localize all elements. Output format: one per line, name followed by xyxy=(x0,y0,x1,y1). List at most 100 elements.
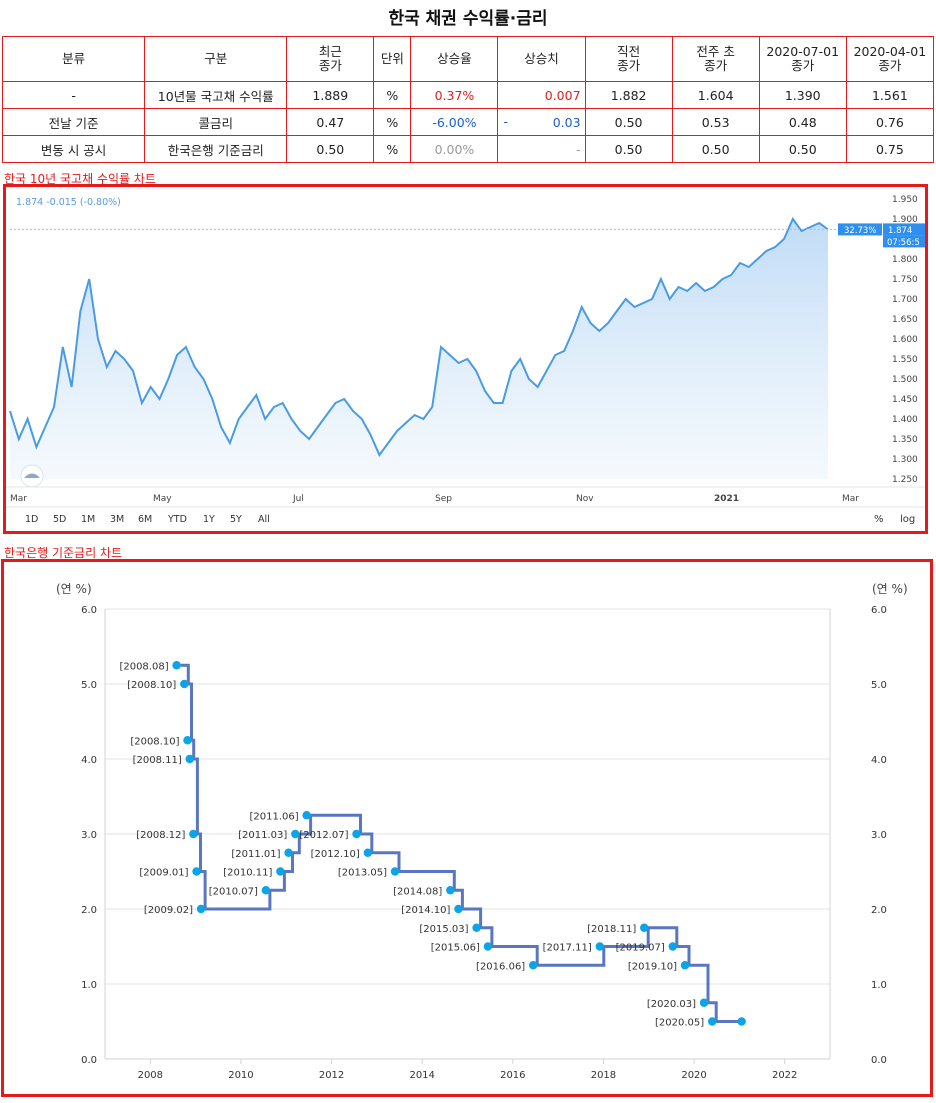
x-tick-label: Nov xyxy=(576,494,594,504)
price-readout: 1.874 -0.015 (-0.80%) xyxy=(16,197,121,208)
range-button-ytd[interactable]: YTD xyxy=(167,514,187,525)
table-row: 전날 기준 콜금리 0.47% -6.00% -0.03 0.50 0.53 0.48 0.76 xyxy=(1,108,935,136)
y-tick-label: 1.950 xyxy=(892,195,918,205)
data-label: [2013.05] xyxy=(338,868,387,879)
x-tick-label: 2020 xyxy=(681,1070,706,1081)
pct-badge-bg xyxy=(838,223,882,236)
range-button-1m[interactable]: 1M xyxy=(81,514,95,525)
pct-badge: 32.73% xyxy=(844,226,876,236)
data-label: [2019.10] xyxy=(628,961,677,972)
data-point xyxy=(390,867,400,876)
data-point xyxy=(529,961,538,970)
table-row: -10년물 국고채 수익률 1.889% 0.37% 0.007 1.882 1.604 1… xyxy=(1,81,935,109)
x-tick-label: 2014 xyxy=(409,1070,434,1081)
data-point xyxy=(699,998,709,1007)
last-value-badge: 1.874 xyxy=(888,226,912,236)
data-label: [2011.06] xyxy=(249,811,298,822)
range-button-6m[interactable]: 6M xyxy=(138,514,152,525)
table-cell-d1: 0.48 xyxy=(758,108,847,136)
range-button-5y[interactable]: 5Y xyxy=(230,514,242,525)
x-tick-label: 2021 xyxy=(714,494,739,504)
y-tick-label: 1.400 xyxy=(892,415,918,425)
data-label: [2012.07] xyxy=(299,830,348,841)
data-label: [2009.01] xyxy=(139,868,188,879)
y-tick-label: 1.500 xyxy=(892,375,918,385)
y-tick-label-left: 0.0 xyxy=(81,1055,97,1066)
data-point xyxy=(192,867,201,876)
y-tick-label: 1.800 xyxy=(892,255,918,265)
yield-chart-panel: 1.9501.9001.8501.8001.7501.7001.6501.600… xyxy=(3,184,928,534)
table-cell-name: 10년물 국고채 수익률 xyxy=(144,81,288,109)
data-label: [2017.11] xyxy=(543,943,592,954)
y-tick-label-right: 2.0 xyxy=(871,905,887,916)
y-tick-label-right: 5.0 xyxy=(871,680,887,691)
data-point xyxy=(352,829,361,839)
data-point xyxy=(595,942,605,951)
page-title: 한국 채권 수익률·금리 xyxy=(388,9,548,29)
data-point xyxy=(172,661,181,670)
x-tick-label: May xyxy=(153,494,172,504)
x-tick-label: Mar xyxy=(10,494,27,504)
data-label: [2020.05] xyxy=(655,1018,704,1029)
data-label: [2011.01] xyxy=(231,849,280,860)
scale-button-log[interactable]: log xyxy=(900,514,915,525)
x-tick-label: Mar xyxy=(842,494,859,504)
yield-line xyxy=(9,217,829,457)
data-label: [2008.11] xyxy=(133,755,182,766)
data-point xyxy=(707,1017,717,1026)
range-button-1y[interactable]: 1Y xyxy=(203,514,215,525)
range-button-1d[interactable]: 1D xyxy=(25,514,38,525)
table-cell-cat: 변동 시 공시 xyxy=(1,135,146,163)
table-cell-pct: 0.37% xyxy=(410,81,499,109)
y-tick-label: 1.300 xyxy=(892,455,918,465)
table-cell-unit: % xyxy=(373,135,412,163)
cloud-icon xyxy=(24,473,40,478)
range-button-all[interactable]: All xyxy=(258,514,270,525)
table-header-cell: 2020-07-01 종가 xyxy=(758,36,847,82)
table-header-cell: 단위 xyxy=(373,36,412,82)
table-cell-d2: 0.76 xyxy=(845,108,935,136)
data-point xyxy=(680,961,690,970)
data-label: [2014.08] xyxy=(393,886,442,897)
last-value-badge-bg xyxy=(883,223,925,236)
data-label: [2016.06] xyxy=(476,961,525,972)
data-label: [2008.10] xyxy=(130,736,179,747)
x-tick-label: 2016 xyxy=(500,1070,525,1081)
y-axis-title-right: (연 %) xyxy=(872,582,908,596)
x-tick-label: 2012 xyxy=(319,1070,344,1081)
table-cell-last: 0.50 xyxy=(286,135,375,163)
scale-button-percent[interactable]: % xyxy=(874,514,884,525)
table-cell-prev: 0.50 xyxy=(584,135,673,163)
table-header-row: 분류 구분 최근 종가 단위 상승율 상승치 직전 종가 전주 초 종가 2020-07-01 종가 20… xyxy=(1,36,935,82)
x-tick-label: 2018 xyxy=(591,1070,616,1081)
data-point xyxy=(196,904,206,914)
range-button-5d[interactable]: 5D xyxy=(53,514,66,525)
table-header-cell: 구분 xyxy=(144,36,288,82)
base-rate-chart: 0.0 0.0 1.0 1.0 2.0 2.0 3.0 3.0 4.0 4.0 5.0 5.0 6.0 6… xyxy=(56,582,908,1081)
x-tick-label: Jul xyxy=(292,494,304,504)
table-cell-pct: 0.00% xyxy=(410,135,499,163)
table-cell-week: 1.604 xyxy=(671,81,760,109)
data-label: [2019.07] xyxy=(616,943,665,954)
data-label: [2018.11] xyxy=(587,924,636,935)
yield-area xyxy=(10,219,828,479)
y-tick-label: 1.650 xyxy=(892,315,918,325)
data-point xyxy=(483,942,493,951)
y-tick-label-left: 1.0 xyxy=(81,980,97,991)
y-tick-label-right: 3.0 xyxy=(871,830,887,841)
data-label: [2009.02] xyxy=(144,905,193,916)
time-badge-bg xyxy=(883,235,925,248)
table-cell-unit: % xyxy=(373,108,412,136)
yield-chart-label: 한국 10년 국고채 수익률 차트 xyxy=(4,172,156,186)
table-cell-pct: -6.00% xyxy=(410,108,499,136)
time-badge: 07:56:5 xyxy=(887,238,920,248)
y-tick-label-right: 6.0 xyxy=(871,605,887,616)
data-label: [2010.07] xyxy=(209,886,258,897)
range-button-3m[interactable]: 3M xyxy=(110,514,124,525)
data-label: [2014.10] xyxy=(401,905,450,916)
data-point xyxy=(183,736,192,745)
y-tick-label-left: 4.0 xyxy=(81,755,97,766)
data-label: [2012.10] xyxy=(311,849,360,860)
y-tick-label: 1.600 xyxy=(892,335,918,345)
yield-chart[interactable]: 1.9501.9001.8501.8001.7501.7001.6501.600… xyxy=(6,187,925,531)
